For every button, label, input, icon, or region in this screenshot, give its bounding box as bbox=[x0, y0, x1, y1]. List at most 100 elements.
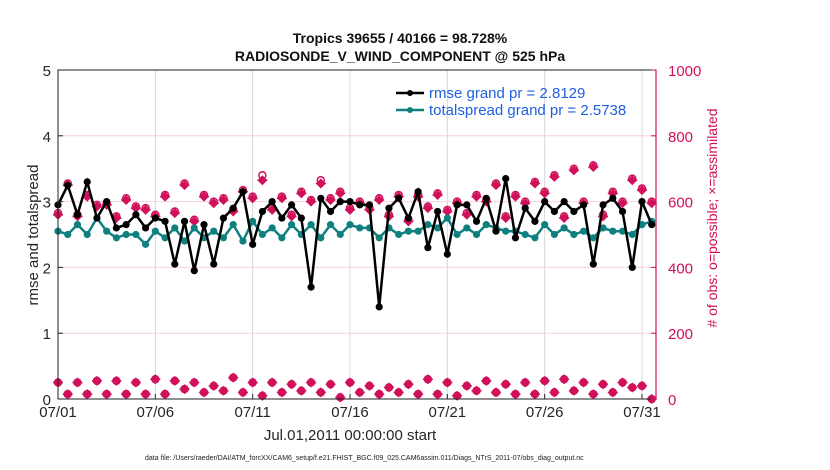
series-point-1 bbox=[258, 230, 266, 239]
series-point-0 bbox=[375, 303, 383, 311]
series-point-1 bbox=[638, 221, 646, 229]
obs-assimilated-point bbox=[208, 198, 219, 209]
series-point-1 bbox=[326, 221, 335, 229]
series-point-0 bbox=[482, 194, 490, 202]
obs-assimilated-point bbox=[276, 193, 287, 204]
series-point-0 bbox=[531, 217, 539, 225]
obs-assimilated-point bbox=[510, 191, 521, 202]
obs-low-assimilated-point bbox=[315, 387, 326, 398]
series-point-1 bbox=[229, 221, 237, 229]
series-point-0 bbox=[472, 217, 481, 225]
series-point-0 bbox=[103, 198, 111, 206]
series-point-1 bbox=[560, 224, 568, 232]
series-point-1 bbox=[249, 217, 257, 225]
series-point-0 bbox=[307, 283, 315, 291]
line-series bbox=[54, 174, 656, 311]
obs-low-assimilated-point bbox=[276, 387, 287, 398]
x-tick-label: 07/31 bbox=[623, 404, 661, 421]
series-point-0 bbox=[580, 201, 588, 209]
obs-low-assimilated-point bbox=[500, 379, 511, 390]
series-point-0 bbox=[385, 204, 393, 212]
series-point-1 bbox=[219, 234, 228, 242]
obs-assimilated-point bbox=[160, 191, 171, 202]
series-point-1 bbox=[142, 240, 150, 248]
obs-low-assimilated-point bbox=[617, 377, 628, 388]
obs-assimilated-point bbox=[500, 213, 511, 224]
series-point-1 bbox=[550, 230, 559, 239]
series-point-0 bbox=[414, 188, 422, 196]
legend-rmse-label: rmse grand pr = 2.8129 bbox=[429, 85, 585, 102]
y-tick-label: 4 bbox=[43, 129, 51, 146]
obs-low-assimilated-point bbox=[306, 377, 317, 388]
series-point-1 bbox=[171, 224, 179, 232]
series-point-1 bbox=[307, 221, 315, 229]
series-point-0 bbox=[190, 267, 198, 275]
obs-low-assimilated-point bbox=[432, 389, 443, 400]
obs-low-assimilated-point bbox=[578, 377, 589, 388]
series-point-0 bbox=[453, 201, 461, 209]
series-point-0 bbox=[326, 207, 335, 216]
obs-assimilated-point bbox=[559, 213, 570, 224]
obs-assimilated-point bbox=[627, 175, 638, 186]
obs-low-assimilated-point bbox=[140, 389, 151, 400]
obs-low-assimilated-point bbox=[62, 389, 73, 400]
x-tick-label: 07/21 bbox=[429, 404, 467, 421]
series-point-1 bbox=[210, 227, 218, 235]
series-point-1 bbox=[453, 230, 461, 239]
obs-assimilated-point bbox=[130, 203, 141, 214]
obs-assimilated-point bbox=[169, 208, 180, 219]
obs-low-assimilated-point bbox=[267, 377, 278, 388]
series-point-1 bbox=[190, 224, 198, 232]
obs-assimilated-point bbox=[189, 216, 200, 227]
series-point-0 bbox=[404, 214, 412, 222]
series-point-1 bbox=[404, 227, 412, 235]
obs-low-assimilated-point bbox=[296, 385, 307, 396]
obs-assimilated-point bbox=[432, 190, 443, 201]
x-tick-label: 07/01 bbox=[39, 404, 77, 421]
obs-low-assimilated-point bbox=[568, 385, 579, 396]
obs-assimilated-point bbox=[442, 206, 453, 217]
series-point-1 bbox=[589, 234, 597, 242]
series-point-1 bbox=[502, 227, 510, 235]
series-point-0 bbox=[609, 194, 617, 202]
series-point-1 bbox=[609, 227, 617, 235]
obs-low-assimilated-point bbox=[354, 387, 365, 398]
series-point-0 bbox=[502, 174, 510, 183]
obs-low-assimilated-point bbox=[91, 375, 102, 386]
obs-low-assimilated-point bbox=[491, 387, 501, 398]
x-axis: 07/01 07/06 07/11 07/16 07/21 07/26 07/31 bbox=[39, 394, 661, 421]
obs-low-assimilated-point bbox=[422, 374, 433, 385]
obs-low-assimilated-point bbox=[286, 379, 297, 390]
series-point-0 bbox=[219, 214, 228, 222]
y-tick-label: 3 bbox=[43, 195, 51, 212]
series-point-1 bbox=[151, 227, 159, 235]
series-point-0 bbox=[521, 204, 529, 212]
series-point-1 bbox=[521, 230, 529, 239]
y2-tick-label: 0 bbox=[668, 392, 676, 409]
legend: rmse grand pr = 2.8129 totalspread grand… bbox=[396, 85, 626, 119]
series-point-0 bbox=[365, 201, 374, 209]
series-point-0 bbox=[122, 221, 130, 229]
obs-low-assimilated-point bbox=[598, 379, 609, 390]
series-point-1 bbox=[103, 227, 111, 235]
series-point-0 bbox=[268, 198, 276, 206]
y2-tick-label: 1000 bbox=[668, 63, 701, 80]
obs-low-assimilated-point bbox=[237, 387, 248, 398]
series-point-0 bbox=[511, 234, 520, 242]
series-point-0 bbox=[443, 250, 451, 258]
series-point-1 bbox=[288, 221, 296, 229]
obs-low-assimilated-point bbox=[452, 390, 463, 401]
obs-low-assimilated-point bbox=[208, 380, 219, 391]
series-point-0 bbox=[648, 221, 656, 229]
series-point-1 bbox=[268, 224, 276, 232]
obs-assimilated-point bbox=[588, 162, 599, 173]
series-point-0 bbox=[73, 211, 82, 219]
chart-subtitle: RADIOSONDE_V_WIND_COMPONENT @ 525 hPa bbox=[235, 48, 565, 64]
plot-frame bbox=[57, 69, 657, 400]
obs-low-assimilated-point bbox=[442, 377, 453, 388]
y2-tick-label: 200 bbox=[668, 326, 693, 343]
chart-title: Tropics 39655 / 40166 = 98.728% bbox=[293, 30, 508, 46]
obs-low-assimilated-point bbox=[529, 389, 540, 400]
series-point-1 bbox=[346, 221, 354, 229]
obs-assimilated-point bbox=[471, 191, 482, 202]
